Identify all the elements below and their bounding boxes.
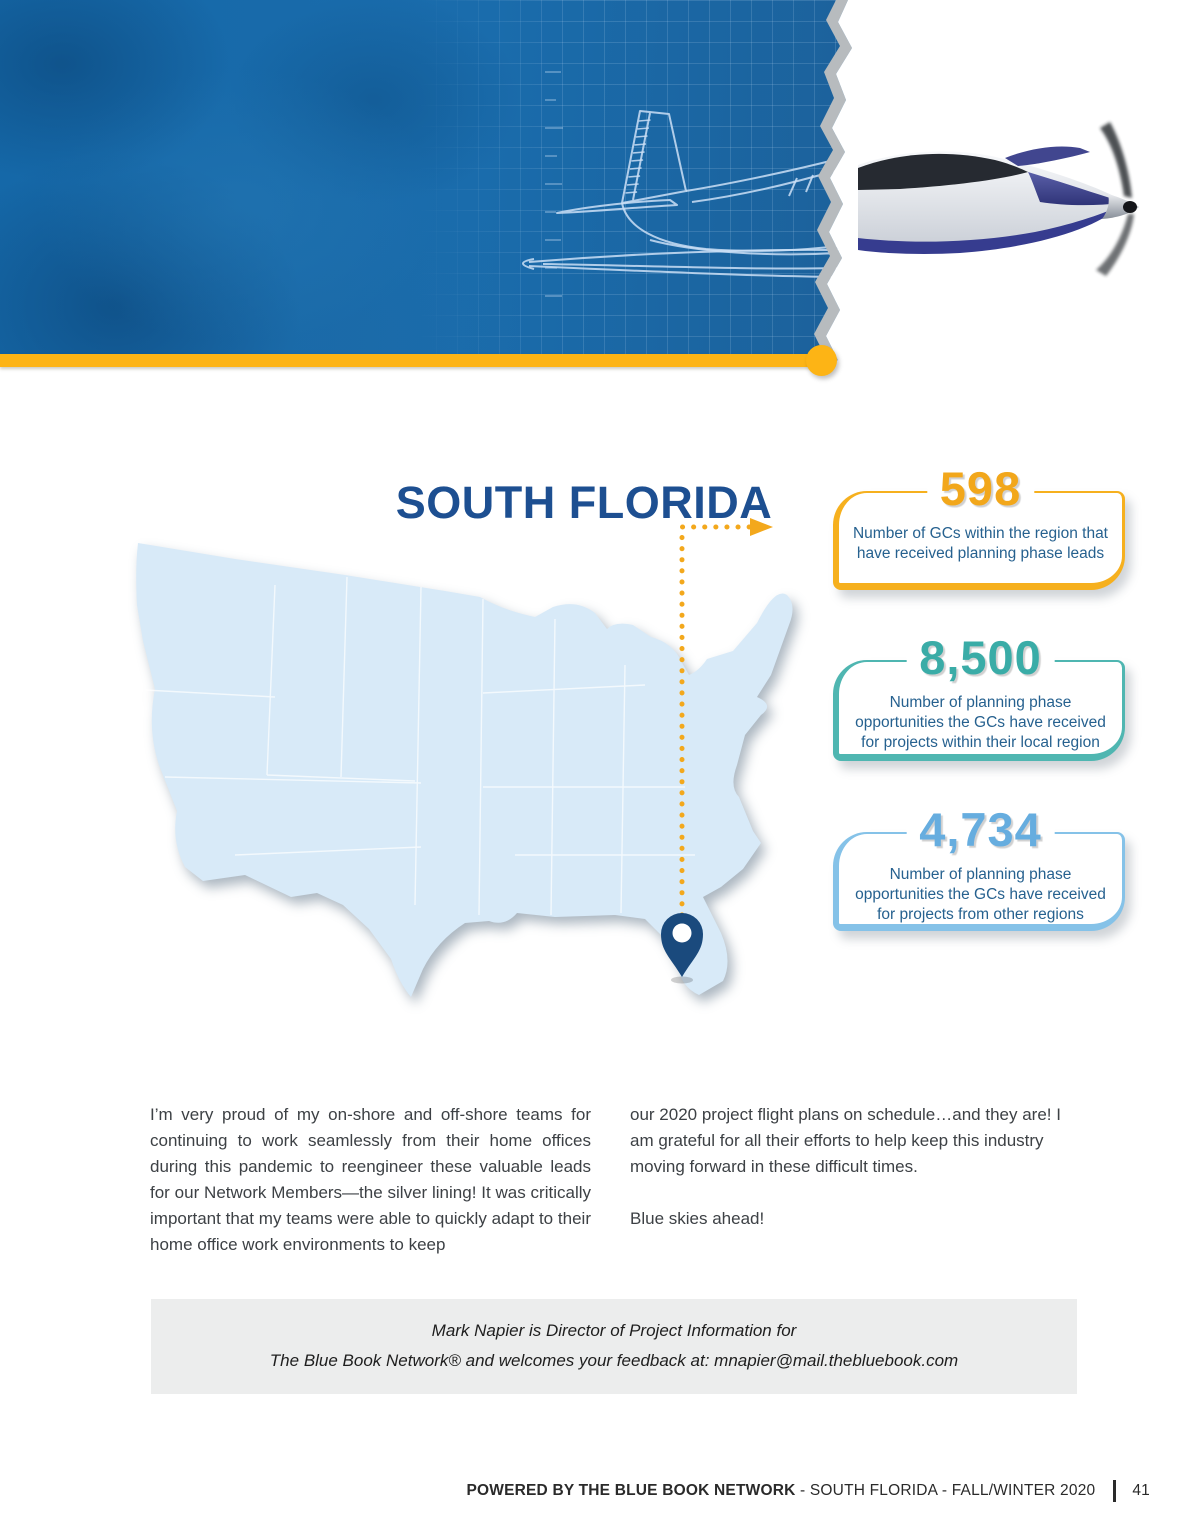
location-pin-icon (661, 912, 703, 977)
divider-dot (806, 345, 837, 376)
body-paragraph-right-1: our 2020 project flight plans on schedul… (630, 1105, 1061, 1176)
footer-page-number: 41 (1132, 1482, 1150, 1499)
pin-shadow (671, 976, 693, 984)
state-borders (144, 576, 695, 916)
dotted-route-line (679, 524, 753, 918)
page-footer: POWERED BY THE BLUE BOOK NETWORK - SOUTH… (0, 1478, 1200, 1504)
footer-separator (1113, 1480, 1117, 1502)
us-map-graphic (136, 543, 793, 997)
cloud-texture (0, 0, 520, 355)
hero-artwork (522, 0, 1200, 368)
airplane-photo (858, 122, 1139, 276)
pin-hole (672, 923, 692, 943)
attribution-line-2: The Blue Book Network® and welcomes your… (269, 1351, 959, 1370)
attribution-line-1: Mark Napier is Director of Project Infor… (431, 1321, 797, 1340)
stat-value: 4,734 (906, 802, 1055, 858)
page-title: SOUTH FLORIDA (395, 477, 773, 529)
stat-description: Number of planning phase opportunities t… (855, 694, 1106, 751)
stat-card-local-opportunities: 8,500 Number of planning phase opportuni… (833, 630, 1125, 761)
stat-description: Number of GCs within the region that hav… (852, 525, 1108, 562)
divider-bar (0, 354, 822, 367)
attribution-box: Mark Napier is Director of Project Infor… (151, 1299, 1077, 1394)
hero-banner (0, 0, 1200, 376)
route-overlay (661, 518, 773, 984)
stat-value: 8,500 (906, 630, 1055, 686)
blueprint-grid (415, 0, 850, 355)
stat-card-gcs: 598 Number of GCs within the region that… (833, 461, 1125, 590)
stat-value: 598 (926, 461, 1035, 517)
body-column-left: I’m very proud of my on-shore and off-sh… (150, 1102, 591, 1258)
us-map-shape (136, 543, 793, 997)
us-map (85, 525, 800, 1015)
footer-powered-by: POWERED BY THE BLUE BOOK NETWORK (466, 1482, 796, 1499)
stat-card-other-region-opportunities: 4,734 Number of planning phase opportuni… (833, 802, 1125, 931)
body-paragraph-right-2: Blue skies ahead! (630, 1209, 765, 1228)
blueprint-airplane-icon (522, 71, 839, 297)
stat-description: Number of planning phase opportunities t… (855, 866, 1106, 923)
body-column-right: our 2020 project flight plans on schedul… (630, 1102, 1082, 1232)
route-arrow-icon (750, 518, 773, 536)
footer-issue: - SOUTH FLORIDA - FALL/WINTER 2020 (795, 1482, 1096, 1499)
body-paragraph-left: I’m very proud of my on-shore and off-sh… (150, 1105, 591, 1254)
